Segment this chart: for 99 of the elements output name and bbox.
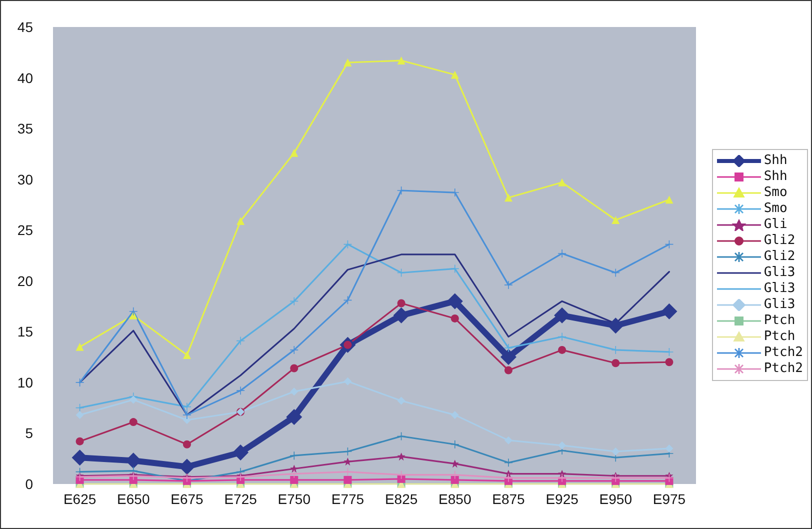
- point: [182, 416, 191, 424]
- legend-label: Gli2: [764, 249, 796, 264]
- point: [76, 342, 84, 351]
- point: [236, 336, 245, 345]
- point: [290, 346, 298, 354]
- x-tick-label: E775: [331, 491, 364, 507]
- legend-label: Gli3: [764, 281, 796, 296]
- x-tick-label: E625: [63, 491, 96, 507]
- point: [290, 388, 298, 396]
- point: [76, 410, 84, 419]
- point: [76, 437, 84, 446]
- point: [500, 349, 516, 366]
- legend-label: Smo: [764, 201, 788, 216]
- point: [450, 410, 459, 419]
- legend-label: Shh: [764, 153, 788, 168]
- legend-label: Ptch2: [764, 361, 803, 376]
- x-tick-label: E675: [170, 491, 204, 507]
- point: [290, 297, 298, 306]
- y-tick-label: 35: [17, 120, 34, 137]
- x-tick-label: E750: [278, 491, 311, 507]
- legend-label: Smo: [764, 185, 788, 200]
- y-tick-label: 25: [17, 222, 34, 238]
- point: [182, 402, 191, 411]
- point: [665, 196, 674, 204]
- point: [182, 351, 191, 360]
- point: [504, 366, 512, 374]
- point: [344, 58, 352, 67]
- point: [504, 280, 512, 289]
- point: [450, 440, 459, 448]
- point: [504, 344, 512, 352]
- x-tick-label: E650: [117, 491, 150, 507]
- point: [290, 464, 298, 473]
- point: [612, 359, 620, 368]
- legend-label: Gli3: [764, 297, 796, 312]
- point: [446, 293, 463, 310]
- x-tick-label: E925: [546, 491, 579, 507]
- y-tick-label: 0: [25, 476, 34, 492]
- point: [504, 458, 512, 467]
- point: [397, 56, 406, 65]
- point: [612, 268, 620, 277]
- point: [290, 364, 298, 372]
- y-tick-label: 10: [17, 374, 34, 390]
- point: [450, 476, 459, 484]
- point: [344, 377, 352, 386]
- point: [344, 476, 352, 484]
- legend-label: Ptch: [764, 313, 796, 328]
- x-tick-label: E975: [652, 491, 686, 507]
- point: [450, 264, 459, 273]
- y-tick-label: 15: [17, 324, 34, 340]
- point: [344, 458, 352, 466]
- point: [290, 476, 298, 484]
- point: [397, 452, 406, 461]
- y-tick-label: 20: [17, 272, 34, 289]
- point: [558, 178, 566, 186]
- point: [608, 318, 624, 334]
- point: [182, 410, 191, 419]
- x-tick-label: E825: [384, 491, 418, 507]
- point: [129, 418, 138, 426]
- point: [182, 440, 191, 448]
- point: [129, 307, 138, 316]
- point: [558, 249, 566, 258]
- point: [554, 307, 570, 324]
- legend-label: Gli3: [764, 265, 796, 280]
- point: [397, 299, 406, 308]
- y-tick-label: 45: [17, 19, 34, 35]
- point: [397, 396, 406, 405]
- point: [450, 314, 459, 322]
- y-tick-label: 30: [17, 171, 34, 188]
- x-tick-label: E725: [224, 491, 258, 507]
- point: [236, 216, 245, 225]
- point: [286, 408, 302, 425]
- x-tick-label: E950: [599, 491, 632, 507]
- point: [504, 194, 512, 202]
- legend-label: Ptch: [764, 329, 796, 344]
- point: [290, 148, 298, 157]
- legend-label: Shh: [764, 169, 788, 184]
- point: [397, 474, 406, 483]
- point: [661, 303, 678, 320]
- point: [558, 346, 566, 354]
- legend-label: Ptch2: [764, 345, 803, 360]
- point: [558, 441, 566, 450]
- x-tick-label: E875: [492, 491, 526, 507]
- y-tick-label: 40: [17, 70, 34, 86]
- x-tick-label: E850: [438, 491, 472, 507]
- legend-label: Gli: [764, 217, 788, 232]
- point: [129, 396, 138, 404]
- point: [232, 444, 249, 461]
- point: [665, 358, 674, 366]
- point: [504, 436, 512, 444]
- point: [558, 332, 566, 341]
- point: [76, 378, 84, 386]
- point: [612, 448, 620, 456]
- legend-label: Gli2: [764, 233, 796, 248]
- point: [450, 70, 459, 79]
- point: [236, 386, 245, 395]
- y-tick-label: 5: [25, 425, 34, 442]
- point: [393, 307, 410, 324]
- point: [665, 444, 674, 452]
- point: [612, 216, 620, 224]
